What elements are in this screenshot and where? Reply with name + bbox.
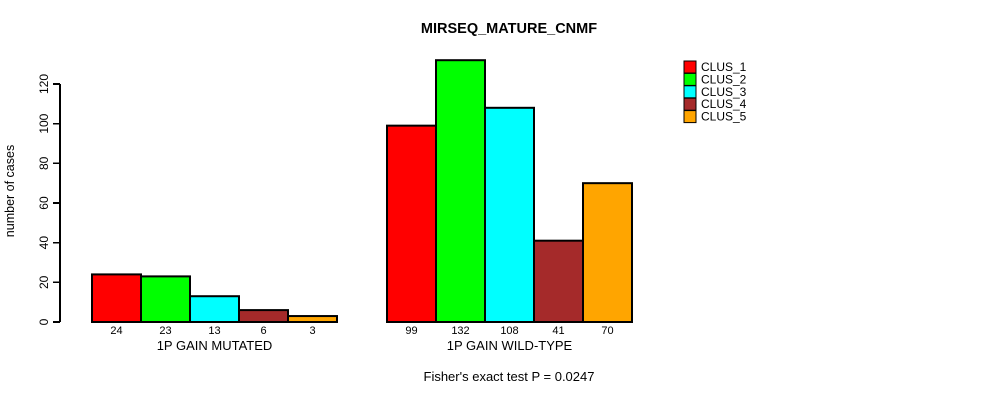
bar-value-label: 70 [601, 325, 613, 337]
y-tick-label: 40 [37, 236, 51, 250]
y-tick-label: 60 [37, 196, 51, 210]
legend-label: CLUS_1 [701, 60, 747, 74]
y-tick-label: 120 [37, 74, 51, 94]
fisher-test-footnote: Fisher's exact test P = 0.0247 [424, 369, 595, 384]
bar-value-label: 3 [309, 325, 315, 337]
bar-value-label: 6 [260, 325, 266, 337]
y-tick-label: 0 [37, 318, 51, 325]
bar-clus_1 [386, 124, 437, 324]
bar-clus_4 [238, 309, 289, 324]
group-label-wild-type: 1P GAIN WILD-TYPE [447, 338, 573, 353]
bar-clus_3 [484, 106, 535, 323]
bar-value-label: 108 [500, 325, 518, 337]
chart-title: MIRSEQ_MATURE_CNMF [421, 21, 597, 37]
bars [91, 59, 633, 324]
legend-swatch-clus_1 [683, 60, 697, 74]
bar-value-label: 23 [159, 325, 171, 337]
bar-clus_2 [435, 59, 486, 323]
legend-label: CLUS_4 [701, 97, 747, 111]
bar-clus_1 [91, 273, 142, 323]
bar-value-label: 13 [208, 325, 220, 337]
y-axis-title: number of cases [3, 145, 17, 237]
bar-value-label: 132 [451, 325, 469, 337]
legend-swatch-clus_5 [683, 110, 697, 124]
y-tick-label: 100 [37, 113, 51, 133]
legend-label: CLUS_3 [701, 85, 747, 99]
legend-label: CLUS_5 [701, 110, 747, 124]
bar-clus_2 [140, 275, 191, 323]
legend-swatch-clus_2 [683, 72, 697, 86]
y-tick-label: 20 [37, 275, 51, 289]
y-axis: 0 20 40 60 80 100 120 [37, 74, 61, 325]
bar-value-labels: 24 23 13 6 3 99 132 108 41 70 [110, 325, 613, 337]
bar-clus_3 [189, 295, 240, 324]
bar-value-label: 24 [110, 325, 122, 337]
bar-value-label: 99 [405, 325, 417, 337]
legend-swatch-clus_4 [683, 97, 697, 111]
legend-swatch-clus_3 [683, 85, 697, 99]
bar-clus_5 [287, 315, 338, 323]
legend-label: CLUS_2 [701, 72, 747, 86]
bar-clus_5 [582, 182, 633, 323]
bar-value-label: 41 [552, 325, 564, 337]
bar-clus_4 [533, 239, 584, 323]
y-tick-label: 80 [37, 156, 51, 170]
group-label-mutated: 1P GAIN MUTATED [157, 338, 273, 353]
